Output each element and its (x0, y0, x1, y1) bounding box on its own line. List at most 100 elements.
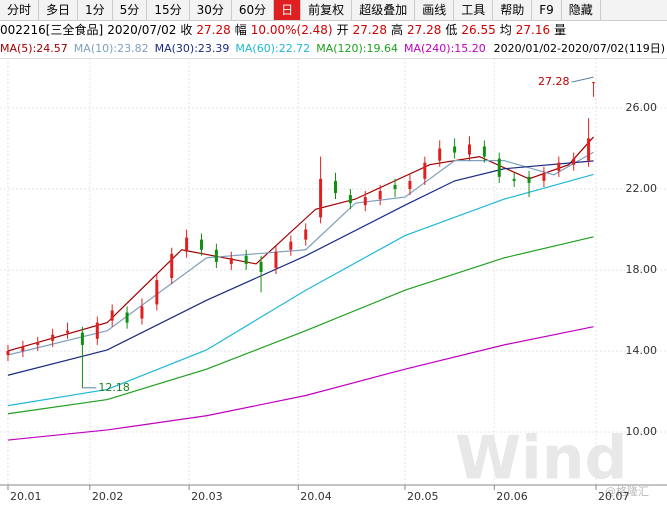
candle-body (438, 148, 442, 161)
max-label: 27.28 (538, 75, 570, 88)
candle-body (229, 257, 233, 264)
x-tick-label: 20.07 (598, 490, 630, 503)
y-tick-label: 18.00 (626, 263, 658, 276)
candle-body (125, 312, 129, 323)
y-tick-label: 10.00 (626, 425, 658, 438)
x-tick-label: 20.01 (10, 490, 42, 503)
candle-body (453, 146, 457, 153)
candle-body (155, 280, 159, 305)
candle-body (497, 158, 501, 177)
legend-entry: MA(30):23.39 (154, 42, 230, 55)
candle-body (557, 162, 561, 171)
toolbar-button[interactable]: 帮助 (493, 0, 533, 20)
field-value: 26.55 (461, 23, 496, 37)
field-value: 27.28 (352, 23, 387, 37)
field-label: 幅 (234, 23, 247, 37)
toolbar-button[interactable]: 前复权 (301, 0, 353, 20)
candle-body (274, 251, 278, 268)
candle-body (348, 195, 352, 204)
candle-body (170, 253, 174, 279)
candle-body (140, 306, 144, 319)
ma-line (7, 173, 594, 407)
candle-body (334, 180, 337, 194)
date: 2020/07/02 (107, 23, 177, 37)
toolbar-button[interactable]: F9 (532, 0, 562, 20)
candle-body (95, 322, 99, 339)
candle-body (6, 350, 10, 356)
candle-body (587, 138, 591, 161)
field-label: 开 (336, 23, 349, 37)
field-label: 收 (180, 23, 193, 37)
candle-body (110, 310, 114, 321)
field-label: 量 (554, 23, 567, 37)
y-tick-label: 22.00 (626, 182, 658, 195)
candle-body (408, 180, 412, 189)
toolbar-button[interactable]: 分时 (0, 0, 40, 20)
legend-entry: MA(60):22.72 (235, 42, 311, 55)
candle-body (289, 241, 293, 250)
candle-body (467, 144, 471, 155)
candle-body (66, 330, 70, 333)
toolbar-button[interactable]: 画线 (415, 0, 455, 20)
toolbar-button[interactable]: 隐藏 (562, 0, 601, 20)
candle-body (319, 178, 323, 218)
x-tick-label: 20.04 (300, 490, 332, 503)
candle-body (592, 82, 596, 84)
field-value: 10.00%(2.48) (250, 23, 333, 37)
candle-body (378, 191, 382, 200)
candle-body (423, 162, 427, 179)
candle-body (572, 158, 576, 165)
candle-body (200, 239, 204, 250)
legend-entry: MA(240):15.20 (403, 42, 486, 55)
legend-entry: MA(5):24.57 (0, 42, 68, 55)
stock-code: 002216[三全食品] (0, 23, 104, 37)
toolbar-button[interactable]: 30分 (190, 0, 232, 20)
x-tick-label: 20.03 (191, 490, 223, 503)
candle-body (51, 334, 55, 341)
candle-body (542, 172, 546, 181)
candle-body (482, 146, 486, 157)
ma-line (7, 326, 594, 441)
candle-body (393, 184, 397, 189)
candle-body (363, 197, 367, 206)
field-value: 27.28 (406, 23, 442, 37)
candle-body (512, 178, 516, 181)
toolbar-button[interactable]: 多日 (39, 0, 79, 20)
candle-body (185, 237, 189, 252)
candle-body (304, 229, 308, 240)
field-label: 均 (499, 23, 512, 37)
field-value: 27.28 (196, 23, 231, 37)
date-range: 2020/01/02-2020/07/02(119日) (493, 40, 665, 58)
candle-body (21, 346, 25, 351)
y-tick-label: 14.00 (626, 344, 658, 357)
legend-entry: MA(120):19.64 (316, 42, 398, 55)
toolbar-button[interactable]: 超级叠加 (352, 0, 416, 20)
watermark: Wind (455, 424, 627, 494)
candle-body (214, 249, 218, 262)
ma-line (7, 236, 594, 415)
x-tick-label: 20.02 (92, 490, 124, 503)
ma-line (7, 160, 594, 376)
toolbar-button[interactable]: 60分 (232, 0, 275, 20)
legend-entry: MA(10):23.82 (73, 42, 149, 55)
source: @格隆汇 (605, 484, 649, 498)
legend: MA(5):24.57 MA(10):23.82 MA(30):23.39 MA(60… (0, 40, 667, 59)
toolbar-button[interactable]: 日 (274, 0, 302, 20)
x-tick-label: 20.06 (496, 490, 527, 503)
max-pointer (571, 76, 594, 83)
candle-body (80, 332, 84, 345)
candle-body (259, 261, 263, 273)
toolbar-button[interactable]: 15分 (147, 0, 190, 20)
info-bar: 002216[三全食品] 2020/07/02 收 27.28 幅 10.00%(2.48… (0, 21, 667, 40)
candle-body (36, 342, 40, 345)
toolbar-button[interactable]: 1分 (78, 0, 113, 20)
x-tick-label: 20.05 (407, 490, 439, 503)
toolbar-button[interactable]: 5分 (113, 0, 148, 20)
field-label: 高 (390, 23, 403, 37)
candle-body (244, 255, 248, 264)
min-label: 12.18 (98, 381, 130, 394)
field-value: 27.16 (515, 23, 551, 37)
toolbar-button[interactable]: 工具 (454, 0, 494, 20)
